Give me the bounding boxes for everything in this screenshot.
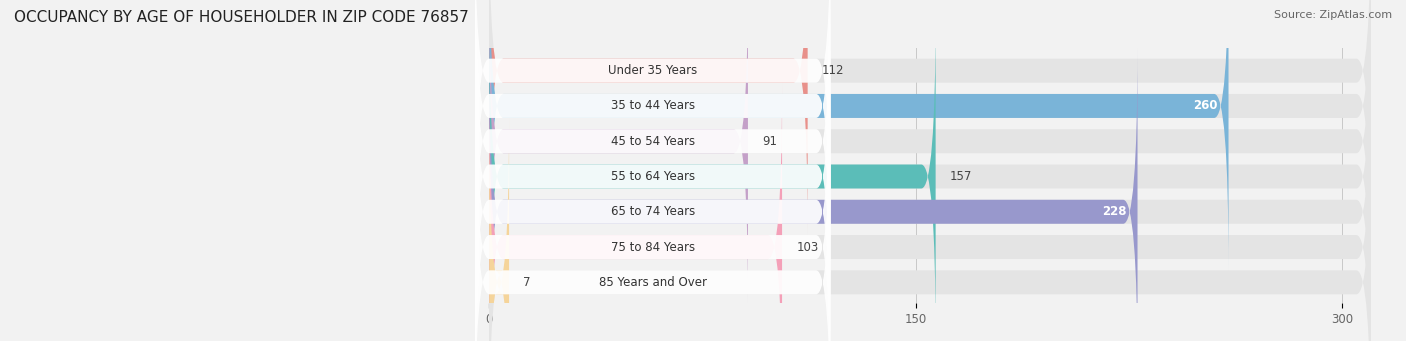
- FancyBboxPatch shape: [489, 83, 1371, 341]
- FancyBboxPatch shape: [475, 0, 831, 270]
- FancyBboxPatch shape: [475, 118, 831, 341]
- Text: 260: 260: [1192, 100, 1218, 113]
- FancyBboxPatch shape: [489, 118, 1371, 341]
- Text: 91: 91: [762, 135, 778, 148]
- Text: Source: ZipAtlas.com: Source: ZipAtlas.com: [1274, 10, 1392, 20]
- FancyBboxPatch shape: [489, 0, 1371, 235]
- FancyBboxPatch shape: [489, 12, 935, 341]
- Text: 103: 103: [796, 240, 818, 254]
- FancyBboxPatch shape: [489, 0, 748, 306]
- Text: 65 to 74 Years: 65 to 74 Years: [610, 205, 695, 218]
- FancyBboxPatch shape: [475, 12, 831, 341]
- Text: 55 to 64 Years: 55 to 64 Years: [610, 170, 695, 183]
- Text: 228: 228: [1102, 205, 1126, 218]
- FancyBboxPatch shape: [489, 12, 1371, 341]
- FancyBboxPatch shape: [489, 0, 1371, 270]
- Text: 45 to 54 Years: 45 to 54 Years: [610, 135, 695, 148]
- FancyBboxPatch shape: [489, 83, 782, 341]
- FancyBboxPatch shape: [475, 0, 831, 235]
- FancyBboxPatch shape: [475, 47, 831, 341]
- Text: OCCUPANCY BY AGE OF HOUSEHOLDER IN ZIP CODE 76857: OCCUPANCY BY AGE OF HOUSEHOLDER IN ZIP C…: [14, 10, 468, 25]
- FancyBboxPatch shape: [489, 47, 1371, 341]
- FancyBboxPatch shape: [489, 0, 1229, 270]
- FancyBboxPatch shape: [489, 47, 1137, 341]
- Text: 157: 157: [950, 170, 972, 183]
- Text: 85 Years and Over: 85 Years and Over: [599, 276, 707, 289]
- FancyBboxPatch shape: [475, 83, 831, 341]
- FancyBboxPatch shape: [489, 118, 509, 341]
- FancyBboxPatch shape: [475, 0, 831, 306]
- FancyBboxPatch shape: [489, 0, 807, 235]
- Text: 75 to 84 Years: 75 to 84 Years: [610, 240, 695, 254]
- Text: Under 35 Years: Under 35 Years: [607, 64, 697, 77]
- Text: 35 to 44 Years: 35 to 44 Years: [610, 100, 695, 113]
- Text: 7: 7: [523, 276, 531, 289]
- Text: 112: 112: [823, 64, 845, 77]
- FancyBboxPatch shape: [489, 0, 1371, 306]
